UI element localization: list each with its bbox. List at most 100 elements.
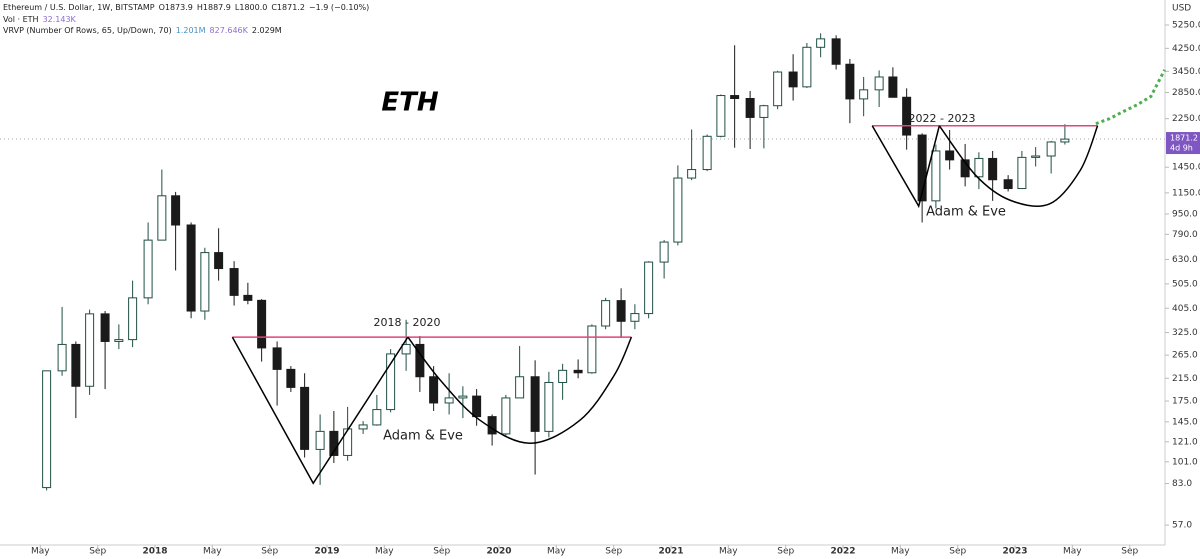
- vrvp-line: VRVP (Number Of Rows, 65, Up/Down, 70) 1.…: [3, 25, 373, 37]
- y-tick-label: 121.0: [1172, 437, 1198, 447]
- candle-body: [573, 369, 583, 374]
- candle-body: [716, 95, 726, 137]
- legend-header: Ethereum / U.S. Dollar, 1W, BITSTAMP O187…: [3, 2, 373, 37]
- candle-body: [601, 300, 611, 327]
- annotation: 2018 - 2020: [374, 316, 441, 329]
- candle-body: [415, 343, 425, 378]
- y-tick-label: 325.0: [1172, 328, 1198, 338]
- y-tick-label: 790.0: [1172, 230, 1198, 240]
- candle-body: [630, 313, 640, 322]
- projection-line: [1095, 69, 1166, 126]
- candle-body: [100, 313, 110, 342]
- y-tick-label: 3450.0: [1172, 67, 1200, 77]
- axis-unit: USD: [1172, 4, 1191, 14]
- candle-body: [501, 397, 511, 435]
- candle-body: [300, 386, 310, 450]
- candle-body: [487, 416, 497, 435]
- candle-body: [917, 134, 927, 202]
- candle-body: [874, 76, 884, 91]
- volume-name: Vol · ETH: [3, 14, 39, 24]
- y-tick-label: 1150.0: [1172, 188, 1200, 198]
- y-tick-label: 175.0: [1172, 397, 1198, 407]
- candle-body: [702, 135, 712, 171]
- candle-body: [1017, 156, 1027, 190]
- candle-body: [114, 339, 124, 342]
- candle-body: [372, 409, 382, 426]
- candle-body: [544, 381, 554, 432]
- countdown: 4d 9h: [1170, 144, 1193, 153]
- candle-body: [186, 224, 196, 312]
- x-tick-label: Sep: [261, 547, 278, 557]
- trend-drawing: [407, 336, 633, 444]
- candle-body: [171, 195, 181, 226]
- candle-body: [42, 370, 52, 489]
- candle-body: [329, 430, 339, 456]
- candle-body: [831, 38, 841, 65]
- candle-body: [616, 300, 626, 322]
- x-tick-label: Sep: [433, 547, 450, 557]
- vrvp-up: 1.201M: [175, 26, 206, 35]
- x-tick-label: May: [375, 547, 394, 557]
- candle-body: [1046, 141, 1056, 157]
- candle-body: [386, 353, 396, 411]
- x-tick-label: May: [31, 547, 50, 557]
- symbol-line: Ethereum / U.S. Dollar, 1W, BITSTAMP O187…: [3, 2, 373, 14]
- candle-body: [272, 347, 282, 370]
- candle-body: [802, 46, 812, 88]
- candle-body: [888, 76, 898, 98]
- last-price-box: [1166, 132, 1200, 155]
- candle-body: [845, 63, 855, 100]
- x-tick-label: May: [891, 547, 910, 557]
- candle-body: [200, 252, 210, 312]
- y-tick-label: 405.0: [1172, 304, 1198, 314]
- x-tick-label: Sep: [1121, 547, 1138, 557]
- candle-body: [659, 241, 669, 263]
- volume-line: Vol · ETH 32.143K: [3, 14, 373, 26]
- candle-body: [257, 299, 267, 349]
- annotation: Adam & Eve: [926, 205, 1006, 220]
- candle-body: [214, 252, 224, 270]
- vrvp-name: VRVP (Number Of Rows, 65, Up/Down, 70): [3, 26, 172, 35]
- candle-body: [687, 169, 697, 179]
- y-tick-label: 2850.0: [1172, 88, 1200, 98]
- trend-drawing: [231, 336, 409, 485]
- candle-body: [85, 313, 95, 387]
- candle-body: [530, 376, 540, 432]
- vrvp-total: 2.029M: [251, 26, 282, 35]
- y-tick-label: 83.0: [1172, 479, 1192, 489]
- y-tick-label: 1450.0: [1172, 163, 1200, 173]
- candle-body: [358, 424, 368, 430]
- y-tick-label: 265.0: [1172, 351, 1198, 361]
- candle-body: [931, 150, 941, 202]
- symbol: Ethereum / U.S. Dollar, 1W, BITSTAMP: [3, 3, 155, 12]
- candle-body: [1003, 179, 1013, 190]
- x-tick-label: 2020: [486, 547, 511, 557]
- candle-body: [444, 397, 454, 404]
- y-tick-label: 505.0: [1172, 279, 1198, 289]
- candle-body: [458, 395, 468, 399]
- y-tick-label: 4250.0: [1172, 44, 1200, 54]
- x-tick-label: May: [203, 547, 222, 557]
- x-tick-label: 2022: [830, 547, 855, 557]
- change: −1.9 (−0.10%): [308, 3, 370, 12]
- ohlc-low: L1800.0: [234, 3, 268, 12]
- y-tick-label: 215.0: [1172, 374, 1198, 384]
- x-tick-label: 2021: [658, 547, 683, 557]
- candle-body: [558, 369, 568, 383]
- candle-body: [343, 428, 353, 456]
- candle-body: [859, 89, 869, 100]
- x-tick-label: Sep: [949, 547, 966, 557]
- y-tick-label: 101.0: [1172, 457, 1198, 467]
- chart-title: ETH: [381, 88, 438, 118]
- candle-body: [773, 71, 783, 107]
- candle-body: [945, 150, 955, 161]
- candle-body: [673, 177, 683, 243]
- y-tick-label: 950.0: [1172, 209, 1198, 219]
- ohlc-close: C1871.2: [271, 3, 305, 12]
- candle-body: [229, 268, 239, 296]
- candle-body: [515, 376, 525, 399]
- candle-body: [472, 395, 482, 418]
- y-tick-label: 145.0: [1172, 417, 1198, 427]
- candle-body: [157, 195, 167, 241]
- trend-drawing: [938, 125, 1099, 207]
